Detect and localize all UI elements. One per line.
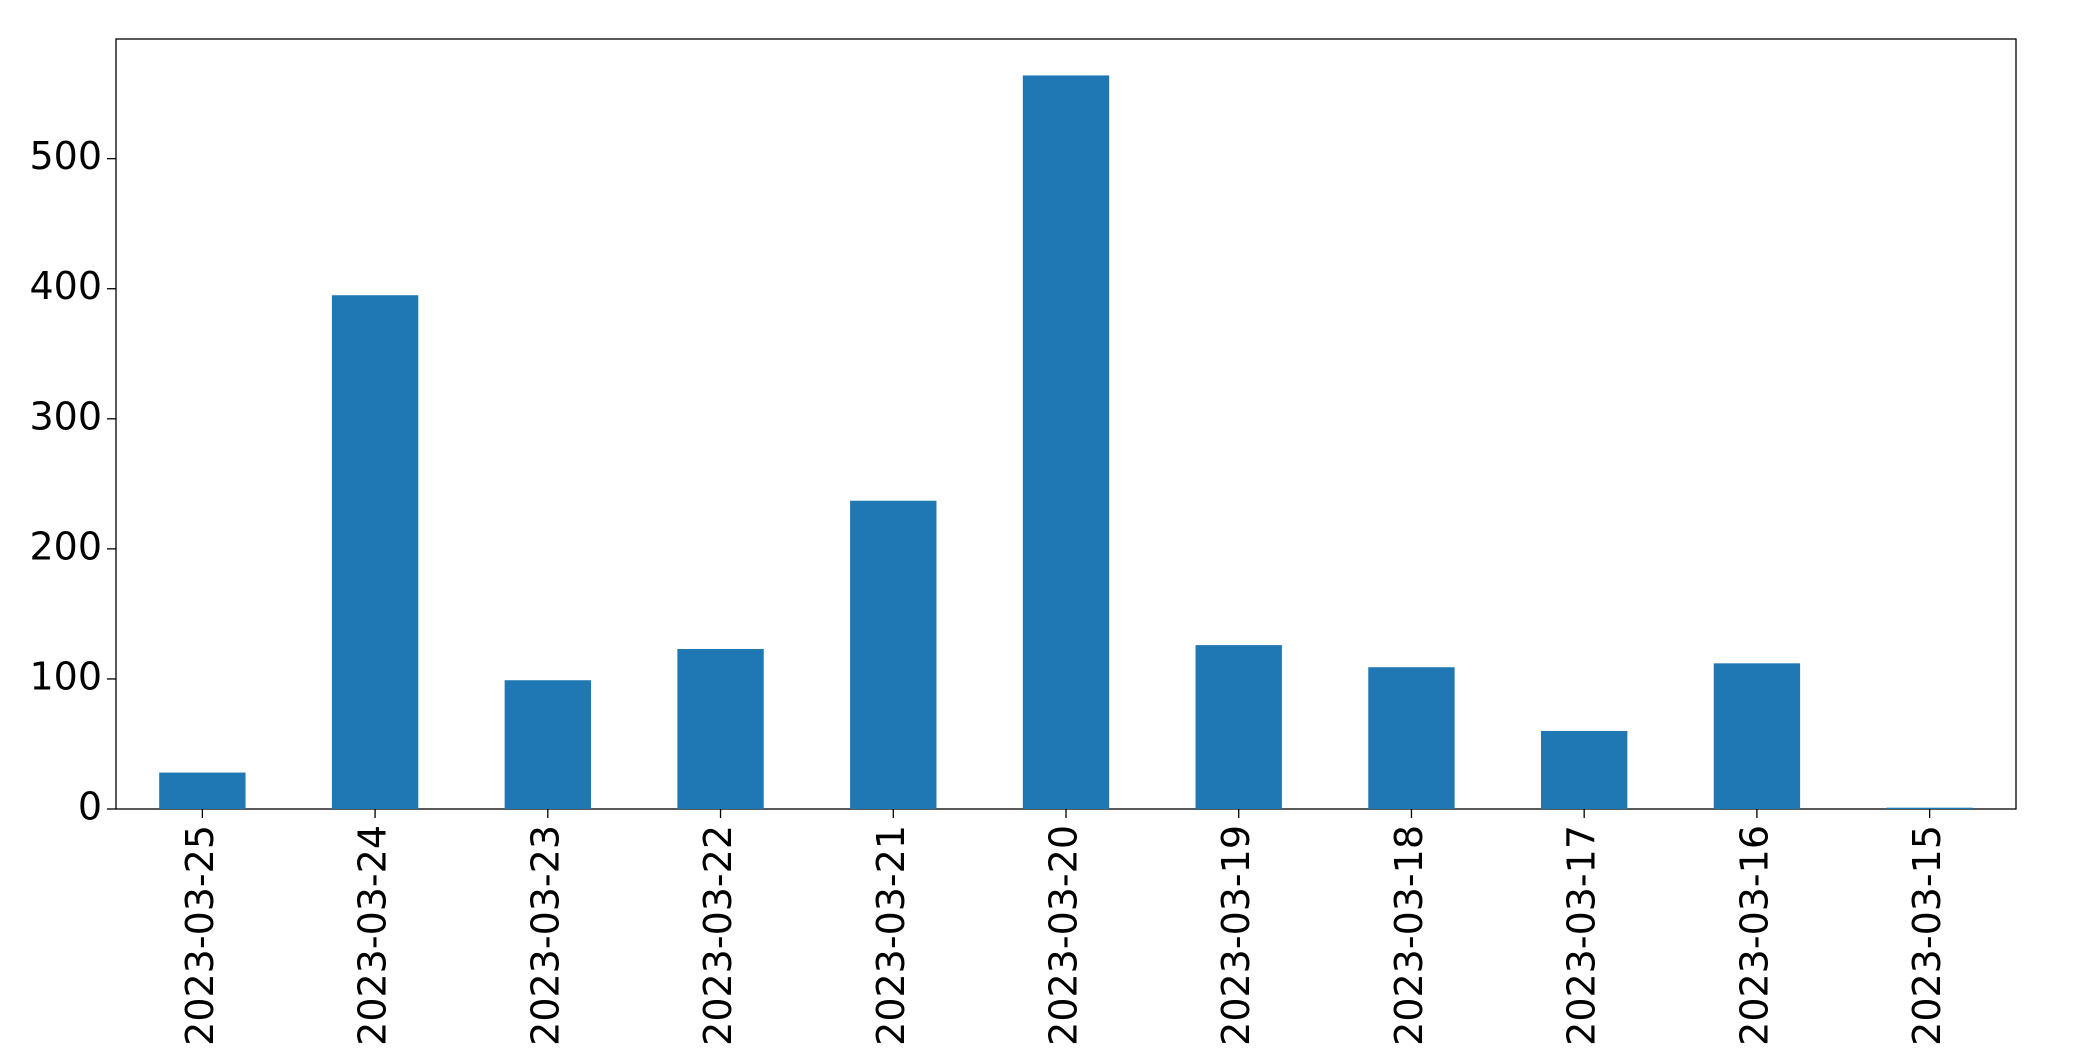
x-tick-label: 2023-03-24 xyxy=(351,825,395,1046)
bar xyxy=(331,295,419,809)
bar xyxy=(677,649,764,809)
x-tick-label: 2023-03-18 xyxy=(1387,825,1431,1046)
bar xyxy=(159,772,246,809)
bar xyxy=(1195,645,1282,809)
x-tick-label: 2023-03-17 xyxy=(1560,825,1604,1046)
bar xyxy=(1886,807,1973,809)
bar xyxy=(1022,75,1110,809)
x-tick-label: 2023-03-16 xyxy=(1732,825,1776,1046)
x-tick-label: 2023-03-20 xyxy=(1042,825,1086,1046)
y-tick-label: 500 xyxy=(29,134,102,178)
y-tick-label: 300 xyxy=(29,394,102,438)
bar xyxy=(504,680,591,809)
bar xyxy=(1541,730,1628,809)
y-tick-label: 200 xyxy=(29,524,102,568)
x-tick-label: 2023-03-19 xyxy=(1214,825,1258,1046)
x-tick-label: 2023-03-22 xyxy=(696,825,740,1046)
bar xyxy=(1368,667,1455,809)
x-tick-label: 2023-03-25 xyxy=(178,825,222,1046)
x-tick-label: 2023-03-23 xyxy=(523,825,567,1046)
y-tick-label: 400 xyxy=(29,264,102,308)
x-tick-label: 2023-03-15 xyxy=(1905,825,1949,1046)
bar xyxy=(1713,663,1801,809)
x-tick-label: 2023-03-21 xyxy=(869,825,913,1046)
bar xyxy=(850,500,937,809)
y-tick-label: 100 xyxy=(29,654,102,698)
y-tick-label: 0 xyxy=(78,785,102,829)
